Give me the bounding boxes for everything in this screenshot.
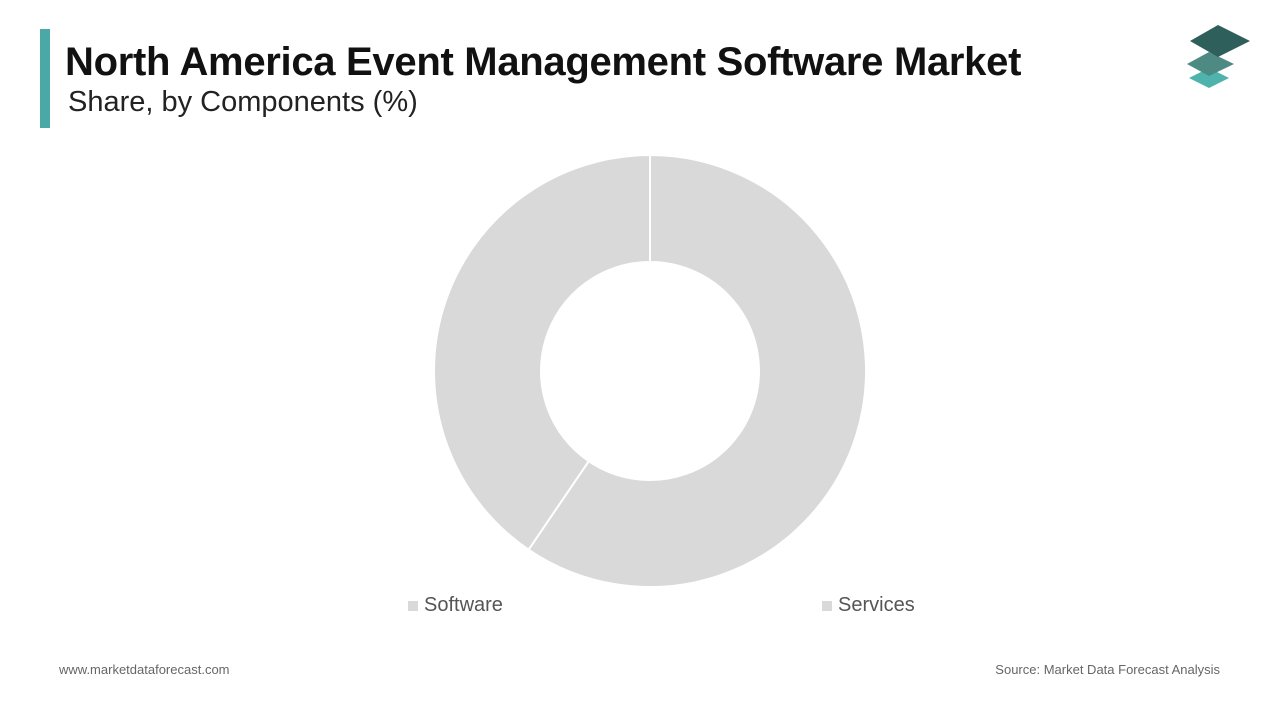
logo-layer-middle	[1187, 52, 1234, 76]
legend-swatch-services	[822, 600, 832, 611]
page-title: North America Event Management Software …	[65, 40, 1022, 84]
logo-layer-top	[1190, 25, 1250, 57]
stacked-layers-icon	[1187, 25, 1250, 88]
logo-layer-bottom	[1189, 68, 1229, 88]
donut-slices	[433, 153, 867, 588]
donut-slice-services	[433, 153, 651, 552]
legend-item-software: Software	[408, 594, 503, 617]
legend-swatch-software	[408, 600, 418, 611]
legend-item-services: Services	[822, 594, 915, 617]
title-accent-bar	[40, 29, 50, 128]
legend-label-services: Services	[838, 594, 915, 616]
legend-label-software: Software	[424, 594, 503, 616]
donut-slice-software	[527, 153, 867, 588]
footer-website[interactable]: www.marketdataforecast.com	[59, 662, 230, 677]
page-subtitle: Share, by Components (%)	[68, 86, 418, 118]
footer-source: Source: Market Data Forecast Analysis	[995, 662, 1220, 677]
